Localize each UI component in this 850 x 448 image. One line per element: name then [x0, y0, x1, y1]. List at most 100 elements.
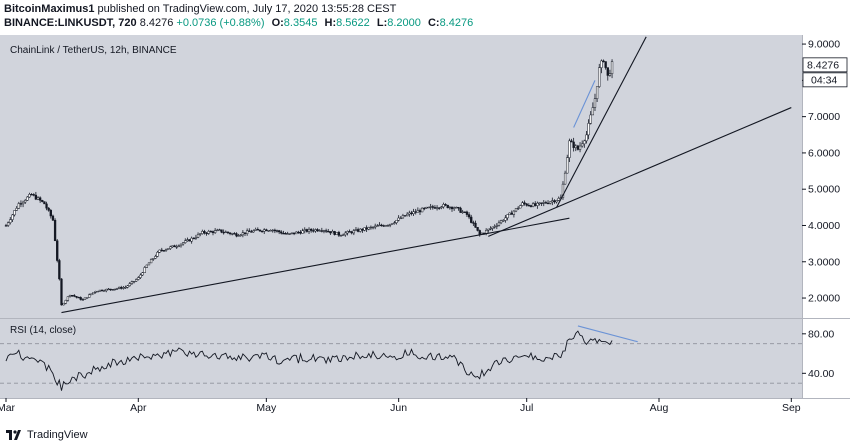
candle-body	[297, 231, 300, 234]
candle-body	[412, 211, 415, 214]
candle-body	[598, 67, 601, 87]
candle-body	[399, 217, 402, 220]
time-tick-label: Apr	[130, 402, 147, 414]
trendline	[556, 36, 647, 208]
candle-body	[103, 290, 106, 292]
candle-body	[28, 194, 31, 198]
candle-body	[113, 288, 116, 291]
candle-body	[318, 230, 321, 232]
candle-body	[489, 228, 492, 230]
candle-body	[179, 243, 183, 247]
candle-body	[546, 202, 550, 205]
candle-body	[288, 233, 291, 235]
main-panel	[0, 35, 802, 318]
candle-body	[149, 259, 153, 264]
trendline	[488, 107, 792, 237]
candle-body	[346, 231, 349, 234]
time-tick-label: Aug	[650, 402, 669, 414]
candle-body	[414, 211, 417, 213]
candle-body	[572, 141, 575, 148]
open-label: O:	[271, 17, 284, 29]
candle-body	[4, 225, 8, 227]
candle-body	[115, 288, 119, 290]
candle-body	[557, 198, 560, 201]
candle-body	[160, 249, 163, 252]
rsi-axis[interactable]: 40.00 80.00	[802, 328, 834, 380]
candle-body	[92, 292, 95, 295]
candle-body	[427, 206, 430, 209]
candle-body	[335, 232, 338, 235]
candle-body	[452, 207, 456, 210]
candle-body	[130, 281, 134, 284]
candle-body	[401, 215, 405, 219]
candle-body	[98, 289, 102, 292]
candle-body	[19, 203, 23, 205]
candle-body	[350, 231, 353, 234]
candle-body	[331, 231, 334, 234]
candle-body	[17, 203, 20, 209]
price-chart[interactable]: 2.00003.00004.00005.00006.00007.00008.00…	[0, 32, 850, 426]
candle-body	[608, 73, 612, 76]
candle-body	[376, 225, 379, 227]
candle-body	[388, 223, 392, 226]
candle-body	[333, 231, 336, 235]
footer-brand[interactable]: TradingView	[27, 429, 88, 441]
candle-body	[21, 201, 25, 205]
publisher-line: BitcoinMaximus1 published on TradingView…	[4, 2, 846, 16]
candle-body	[237, 235, 240, 237]
candle-body	[124, 286, 127, 289]
candle-body	[184, 240, 187, 243]
candle-body	[519, 205, 522, 209]
candle-body	[11, 214, 14, 220]
symbol-line: BINANCE:LINKUSDT, 720 8.4276 +0.0736 (+0…	[4, 16, 846, 30]
candle-body	[154, 256, 157, 259]
candle-body	[196, 234, 200, 238]
candle-body	[267, 230, 270, 232]
candle-body	[122, 287, 125, 289]
candle-body	[275, 230, 279, 232]
candle-body	[517, 207, 520, 210]
candle-body	[371, 226, 375, 229]
publisher-name[interactable]: BitcoinMaximus1	[4, 3, 95, 15]
candle-body	[555, 200, 558, 203]
candle-body	[491, 226, 494, 229]
candle-body	[551, 200, 554, 203]
candle-body	[245, 230, 249, 234]
candle-body	[576, 145, 580, 150]
tradingview-logo-icon	[6, 430, 21, 440]
candle-body	[512, 210, 516, 215]
candle-body	[231, 233, 234, 235]
candle-body	[135, 279, 138, 282]
candle-body	[260, 230, 264, 233]
candle-body	[128, 283, 131, 287]
candle-body	[514, 207, 518, 212]
trendline	[573, 80, 596, 128]
candle-body	[583, 140, 586, 145]
footer: TradingView	[6, 426, 88, 444]
close-label: C:	[427, 17, 440, 29]
candle-body	[380, 224, 383, 227]
candle-body	[542, 202, 545, 204]
candle-body	[282, 233, 285, 235]
price-tick-label: 7.0000	[808, 111, 840, 123]
candle-body	[344, 232, 347, 236]
candle-body	[278, 230, 281, 233]
candle-body	[310, 228, 313, 231]
candle-body	[132, 280, 136, 283]
candle-body	[71, 294, 74, 297]
candle-body	[295, 231, 298, 235]
candle-body	[6, 222, 10, 226]
candle-body	[303, 229, 306, 232]
candle-body	[66, 296, 70, 301]
candle-body	[593, 98, 597, 108]
candle-body	[391, 223, 394, 225]
candle-body	[235, 233, 238, 237]
candle-body	[68, 294, 72, 298]
time-axis[interactable]: Mar Apr May Jun Jul Aug Sep	[0, 398, 801, 414]
candle-body	[508, 212, 511, 215]
price-tick-label: 6.0000	[808, 147, 840, 159]
candle-body	[111, 289, 114, 291]
candle-body	[534, 203, 537, 206]
candle-body	[568, 140, 571, 158]
candle-body	[523, 202, 526, 205]
